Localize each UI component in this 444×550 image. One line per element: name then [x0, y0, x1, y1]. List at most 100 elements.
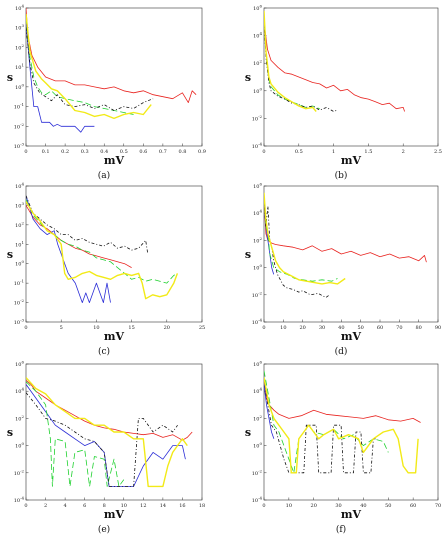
y-tick-label: 102	[253, 59, 262, 68]
y-tick-label-exp: 4	[259, 31, 262, 36]
x-tick-label: 0	[24, 149, 27, 155]
y-tick-label: 102	[15, 414, 24, 423]
y-tick-label-exp: -2	[20, 298, 24, 303]
x-tick-label: 1.5	[364, 149, 372, 155]
y-tick-label: 100	[253, 441, 262, 450]
series-line-1	[26, 379, 193, 441]
x-tick-label: 20	[311, 503, 317, 509]
y-tick-label: 100	[253, 86, 262, 95]
y-tick-label: 100	[15, 441, 24, 450]
x-tick-label: 10	[280, 325, 286, 331]
chart-panel-5: 0 2 4 6 8 10 12 14 16 18 106 104 102 100 10-2 10-4 mV s (e…	[7, 360, 205, 536]
x-tick-label: 8	[103, 503, 106, 509]
x-axis-label: mV	[341, 330, 362, 343]
y-tick-label: 10-3	[14, 318, 25, 327]
plot-frame	[263, 363, 439, 501]
series-line-2	[264, 384, 275, 439]
y-tick-label-exp: -4	[258, 496, 262, 501]
y-tick-label-exp: -1	[20, 279, 24, 284]
x-tick-label: 2	[44, 503, 47, 509]
x-tick-label: 0.2	[61, 149, 69, 155]
x-tick-label: 18	[199, 503, 205, 509]
x-tick-label: 0.1	[42, 149, 50, 155]
y-tick-label: 104	[15, 4, 24, 13]
y-tick-label: 104	[253, 387, 262, 396]
x-tick-label: 80	[415, 325, 421, 331]
y-tick-label-exp: 4	[259, 209, 262, 214]
x-tick-label: 0.6	[139, 149, 147, 155]
y-tick-label-exp: 2	[259, 236, 262, 241]
y-tick-label: 100	[253, 263, 262, 272]
series-group	[264, 10, 405, 112]
y-axis-label: s	[245, 426, 251, 439]
y-tick-label-exp: -3	[20, 318, 24, 323]
panel-label: (b)	[335, 170, 348, 181]
series-line-3	[26, 381, 125, 487]
chart-panel-2: 0 0.5 1 1.5 2 2.5 106 104 102 100 10-2 10-4 mV s (b)	[245, 4, 442, 182]
y-tick-label-exp: 2	[259, 414, 262, 419]
x-tick-label: 60	[410, 503, 416, 509]
y-tick-label: 101	[15, 240, 24, 249]
y-tick-label: 102	[253, 236, 262, 245]
x-tick-label: 25	[199, 325, 205, 331]
chart-panel-4: 0 10 20 30 40 50 60 70 80 9010610410210010-210-4m…	[245, 182, 441, 358]
plot-frame	[25, 7, 203, 147]
x-tick-label: 6	[83, 503, 86, 509]
y-tick-label: 10-2	[14, 298, 25, 307]
y-tick-label-exp: 4	[21, 4, 24, 9]
series-line-1	[264, 199, 427, 263]
x-axis-label: mV	[104, 508, 125, 521]
y-tick-label-exp: 4	[259, 387, 262, 392]
y-tick-label-exp: 6	[259, 360, 262, 365]
y-tick-label: 102	[15, 220, 24, 229]
series-group	[264, 370, 421, 474]
y-tick-label: 104	[15, 182, 24, 191]
y-tick-label-exp: -2	[258, 290, 262, 295]
series-line-1	[26, 8, 197, 103]
x-tick-label: 50	[385, 503, 391, 509]
y-tick-label: 106	[253, 360, 262, 369]
y-tick-label: 101	[15, 63, 24, 72]
x-tick-label: 12	[140, 503, 146, 509]
y-tick-label-exp: -2	[258, 468, 262, 473]
x-tick-label: 16	[179, 503, 185, 509]
y-tick-label: 10-2	[252, 290, 263, 299]
y-tick-label-exp: 6	[259, 4, 262, 9]
y-tick-label: 10-1	[14, 279, 24, 288]
y-tick-label-exp: 0	[21, 441, 24, 446]
series-line-4	[26, 195, 149, 255]
x-tick-label: 30	[319, 325, 325, 331]
y-tick-label-exp: 4	[21, 387, 24, 392]
series-line-4	[264, 199, 330, 298]
x-tick-label: 0.5	[120, 149, 128, 155]
x-tick-label: 0.7	[159, 149, 167, 155]
x-tick-label: 50	[357, 325, 363, 331]
x-axis-label: mV	[341, 154, 362, 167]
y-tick-label-exp: 3	[21, 201, 24, 206]
y-axis-label: s	[7, 248, 13, 261]
y-tick-label: 103	[15, 201, 24, 210]
x-tick-label: 60	[377, 325, 383, 331]
y-tick-label: 10-4	[14, 496, 25, 505]
x-tick-label: 30	[335, 503, 341, 509]
y-tick-label: 102	[15, 43, 24, 52]
x-tick-label: 0.5	[295, 149, 303, 155]
y-tick-label: 104	[253, 31, 262, 40]
x-tick-label: 0.4	[100, 149, 108, 155]
series-line-2	[26, 23, 95, 133]
series-group	[26, 8, 197, 133]
x-tick-label: 40	[338, 325, 344, 331]
y-tick-label: 104	[15, 387, 24, 396]
y-tick-label-exp: 2	[21, 43, 24, 48]
x-axis-label: mV	[104, 154, 125, 167]
series-line-3	[264, 370, 389, 474]
y-tick-label-exp: 0	[259, 86, 262, 91]
plot-frame	[25, 363, 203, 501]
x-tick-label: 0	[24, 503, 27, 509]
panel-label: (a)	[98, 170, 110, 181]
y-tick-label: 103	[15, 23, 24, 32]
x-tick-label: 0.3	[81, 149, 89, 155]
series-group	[264, 192, 427, 298]
series-line-1	[264, 21, 405, 112]
y-tick-label: 10-2	[252, 114, 263, 123]
